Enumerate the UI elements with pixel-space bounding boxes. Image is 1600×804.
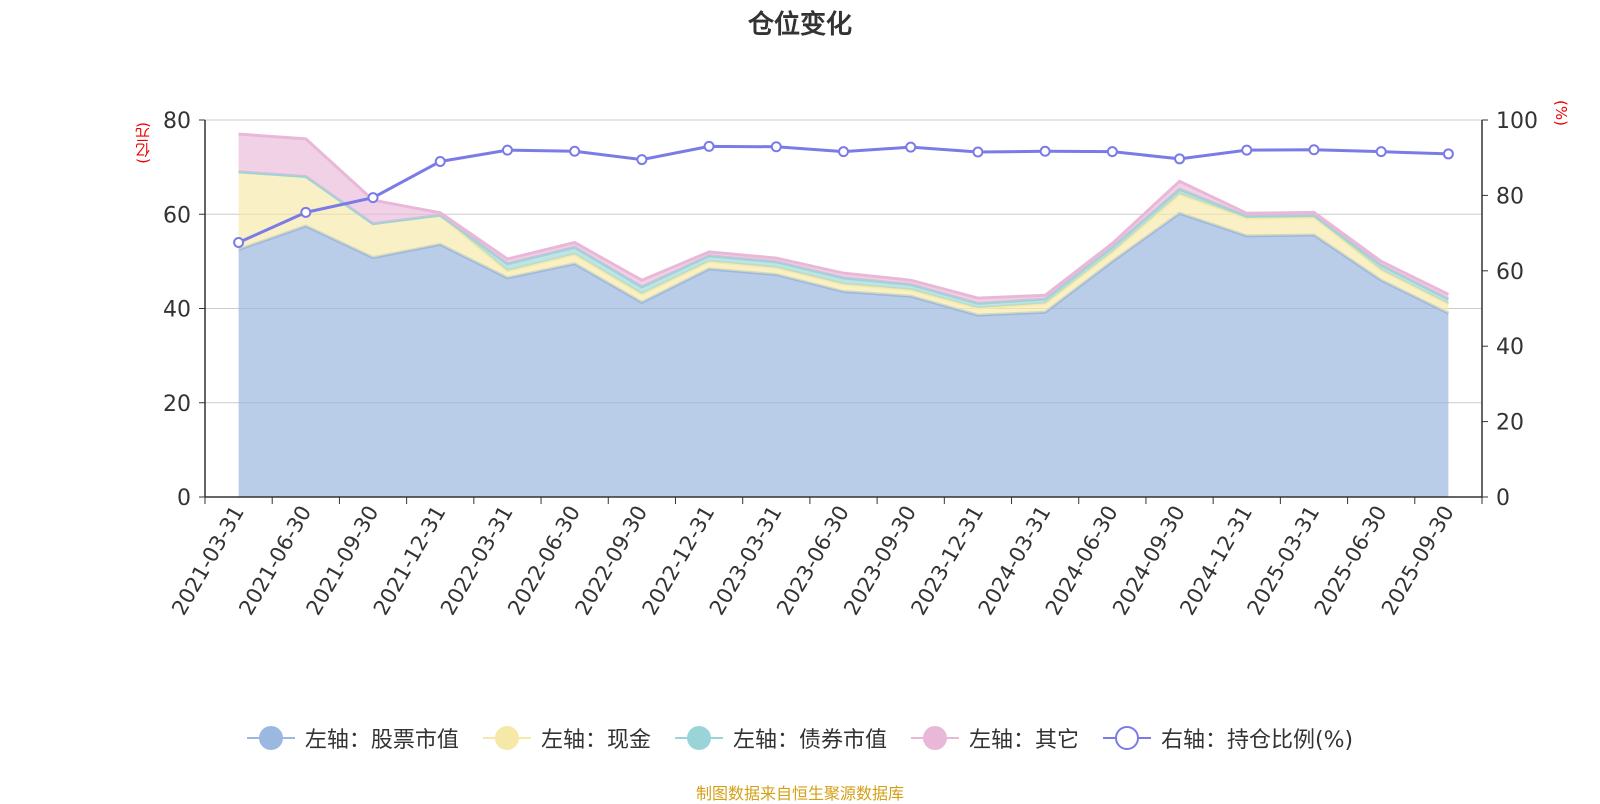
legend-label-cash: 左轴：现金 <box>540 728 651 753</box>
area-series-0 <box>238 213 1449 497</box>
line-point <box>770 141 782 153</box>
line-point <box>1308 144 1320 156</box>
legend-symbol-cash <box>482 726 531 750</box>
line-point <box>569 145 581 157</box>
line-point <box>1241 144 1253 156</box>
right-tick-label: 0 <box>1496 486 1510 511</box>
line-point <box>1106 146 1118 158</box>
legend-item-other[interactable]: 左轴：其它 <box>910 722 1079 754</box>
legend-item-cash[interactable]: 左轴：现金 <box>482 722 651 754</box>
left-axis-unit: (亿元) <box>134 122 152 164</box>
line-point <box>703 140 715 152</box>
line-point <box>1375 146 1387 158</box>
left-tick-label: 20 <box>163 392 191 417</box>
line-point <box>905 141 917 153</box>
area-series-2 <box>238 171 1449 309</box>
line-point <box>972 146 984 158</box>
right-tick-label: 80 <box>1496 184 1524 209</box>
left-tick-label: 40 <box>163 298 191 323</box>
right-tick-label: 40 <box>1496 335 1524 360</box>
line-point <box>1442 148 1454 160</box>
line-point <box>1039 145 1051 157</box>
legend-symbol-position-ratio <box>1102 726 1151 750</box>
line-point <box>1174 153 1186 165</box>
line-point <box>501 144 513 156</box>
right-axis-unit: (%) <box>1552 100 1570 126</box>
legend: 左轴：股票市值 左轴：现金 左轴：债券市值 左轴：其它 右轴：持仓比例(%) <box>0 722 1600 754</box>
right-tick-label: 100 <box>1496 109 1538 134</box>
legend-item-bond[interactable]: 左轴：债券市值 <box>674 722 887 754</box>
line-point <box>636 154 648 166</box>
area-series-1 <box>238 171 1449 316</box>
legend-symbol-stock <box>246 726 295 750</box>
data-source-note: 制图数据来自恒生聚源数据库 <box>695 784 904 803</box>
legend-item-position-ratio[interactable]: 右轴：持仓比例(%) <box>1102 722 1354 754</box>
legend-label-bond: 左轴：债券市值 <box>732 728 887 753</box>
legend-label-position-ratio: 右轴：持仓比例(%) <box>1160 728 1354 753</box>
line-point <box>233 237 245 249</box>
legend-label-stock: 左轴：股票市值 <box>304 728 459 753</box>
line-point <box>434 155 446 167</box>
area-edge-series-2 <box>238 170 1450 305</box>
line-point <box>367 192 379 204</box>
right-tick-label: 60 <box>1496 260 1524 285</box>
legend-label-other: 左轴：其它 <box>968 728 1079 753</box>
chart-title: 仓位变化 <box>747 10 852 40</box>
area-edge-series-3 <box>238 132 1450 300</box>
legend-item-stock[interactable]: 左轴：股票市值 <box>246 722 459 754</box>
right-tick-label: 20 <box>1496 411 1524 436</box>
legend-symbol-bond <box>674 726 723 750</box>
line-point <box>300 206 312 218</box>
left-tick-label: 0 <box>177 486 191 511</box>
x-tick-label: 2025-09-30 <box>1377 502 1459 620</box>
left-tick-label: 80 <box>163 109 191 134</box>
legend-symbol-other <box>910 726 959 750</box>
left-tick-label: 60 <box>163 203 191 228</box>
line-point <box>838 146 849 158</box>
